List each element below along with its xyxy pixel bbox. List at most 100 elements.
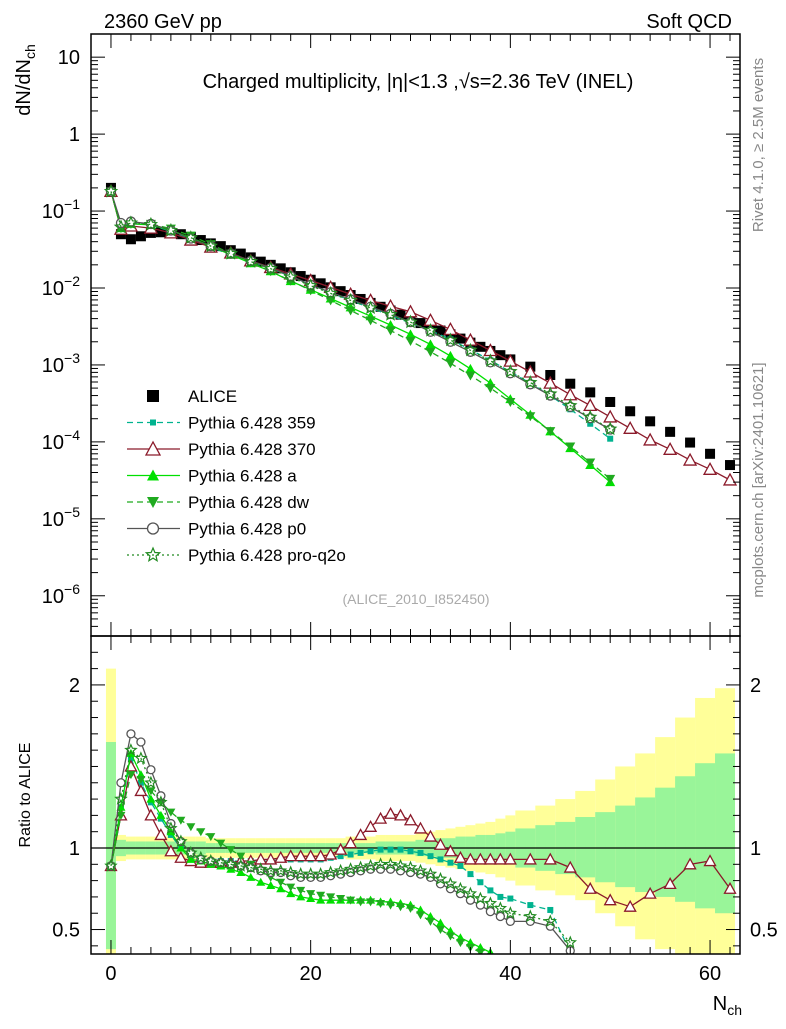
- ratio-point-370: [723, 881, 737, 894]
- ratio-point-pro-q2o: [363, 858, 378, 872]
- ratio-band-green: [595, 812, 616, 883]
- ratio-point-370: [373, 811, 388, 824]
- main-point-pro-q2o: [223, 246, 238, 260]
- ratio-point-359: [367, 848, 374, 855]
- ratio-point-370: [174, 850, 188, 863]
- ratio-point-dw: [136, 776, 146, 785]
- ratio-series-pro-q2o: [104, 743, 578, 949]
- main-y-tick-base: 10: [42, 201, 64, 223]
- ratio-point-a: [296, 892, 306, 901]
- ratio-point-dw: [376, 899, 386, 908]
- ratio-point-pro-q2o: [413, 863, 428, 877]
- main-series-359: [107, 188, 614, 442]
- main-point-pro-q2o: [523, 375, 538, 389]
- main-y-tick-exponent: −3: [64, 350, 80, 366]
- main-point-370: [563, 387, 578, 401]
- main-point-dw: [365, 316, 376, 326]
- main-point-dw: [405, 336, 416, 346]
- legend-entry-a: Pythia 6.428 a: [127, 467, 297, 486]
- ratio-point-370: [363, 819, 378, 832]
- ratio-point-370: [503, 852, 517, 865]
- ratio-point-359: [427, 853, 434, 860]
- ratio-point-pro-q2o: [154, 795, 168, 809]
- ratio-point-a: [276, 884, 286, 893]
- main-point-dw: [585, 458, 596, 468]
- main-y-tick-label: 10: [58, 47, 80, 69]
- main-point-dw: [485, 384, 496, 394]
- legend-marker-370: [144, 440, 162, 456]
- rivet-version-label: Rivet 4.1.0, ≥ 2.5M events: [750, 58, 767, 232]
- ratio-point-pro-q2o: [204, 853, 218, 867]
- main-point-ALICE: [585, 387, 596, 398]
- ratio-band-green: [715, 753, 736, 914]
- ratio-point-370: [164, 844, 178, 857]
- main-point-pro-q2o: [343, 292, 358, 307]
- main-point-ALICE: [155, 227, 166, 238]
- main-point-370: [583, 398, 598, 412]
- ratio-point-370: [453, 850, 468, 863]
- ratio-point-pro-q2o: [313, 867, 328, 880]
- main-point-ALICE: [255, 256, 266, 267]
- ratio-point-359: [477, 879, 484, 886]
- ratio-point-370: [683, 857, 697, 870]
- ratio-point-pro-q2o: [453, 881, 468, 895]
- ratio-y-tick-label-left: 1: [69, 838, 80, 860]
- ratio-point-dw: [286, 883, 296, 892]
- ratio-point-pro-q2o: [184, 845, 198, 859]
- ratio-point-dw: [346, 896, 356, 905]
- ratio-point-p0: [395, 866, 406, 876]
- ratio-point-dw: [126, 771, 136, 780]
- main-point-ALICE: [125, 234, 136, 245]
- main-point-ALICE: [475, 341, 486, 352]
- main-point-dw: [565, 442, 576, 452]
- ratio-point-370: [463, 852, 478, 865]
- ratio-point-pro-q2o: [463, 886, 478, 900]
- ratio-point-dw: [386, 901, 396, 910]
- ratio-point-370: [643, 886, 657, 899]
- ratio-point-dw: [226, 846, 236, 855]
- ratio-point-pro-q2o: [503, 906, 518, 919]
- main-point-pro-q2o: [163, 222, 179, 237]
- legend-marker-pro-q2o: [144, 546, 162, 562]
- ratio-point-dw: [196, 828, 206, 837]
- ratio-point-pro-q2o: [114, 792, 128, 805]
- ratio-point-359: [357, 849, 364, 856]
- x-axis-label: Nch: [713, 993, 742, 1018]
- main-series-pro-q2o: [103, 183, 618, 436]
- ratio-point-370: [583, 881, 597, 894]
- main-point-pro-q2o: [563, 398, 578, 412]
- main-point-ALICE: [235, 248, 246, 259]
- ratio-point-370: [344, 836, 358, 849]
- ratio-point-pro-q2o: [493, 901, 508, 915]
- ratio-point-dw: [415, 911, 425, 920]
- ratio-point-dw: [186, 823, 196, 832]
- ratio-frame: [90, 635, 741, 955]
- ratio-point-359: [387, 846, 394, 853]
- main-point-pro-q2o: [383, 307, 398, 321]
- main-y-tick-exponent: −6: [64, 581, 80, 597]
- legend-label-p0: Pythia 6.428 p0: [188, 520, 306, 539]
- ratio-point-a: [176, 843, 186, 852]
- ratio-point-370: [134, 784, 148, 797]
- main-point-pro-q2o: [483, 353, 498, 367]
- main-point-ALICE: [435, 325, 446, 336]
- main-point-ALICE: [645, 416, 656, 427]
- main-y-tick-label: 10−4: [42, 427, 80, 454]
- legend-label-370: Pythia 6.428 370: [188, 440, 316, 459]
- ratio-point-370: [304, 849, 318, 862]
- ratio-point-370: [473, 852, 487, 865]
- main-point-a: [425, 339, 436, 349]
- main-series-group: [103, 182, 738, 487]
- ratio-point-dw: [176, 816, 186, 825]
- ratio-point-pro-q2o: [353, 860, 368, 874]
- ratio-point-a: [116, 802, 126, 811]
- ratio-y-tick-label-right: 2: [750, 675, 761, 697]
- ratio-point-p0: [445, 884, 456, 894]
- x-tick-label: 40: [499, 963, 521, 985]
- main-point-pro-q2o: [543, 386, 558, 401]
- legend-marker-p0: [146, 522, 160, 535]
- main-point-pro-q2o: [143, 216, 159, 231]
- main-point-370: [682, 452, 698, 466]
- ratio-point-370: [383, 806, 398, 819]
